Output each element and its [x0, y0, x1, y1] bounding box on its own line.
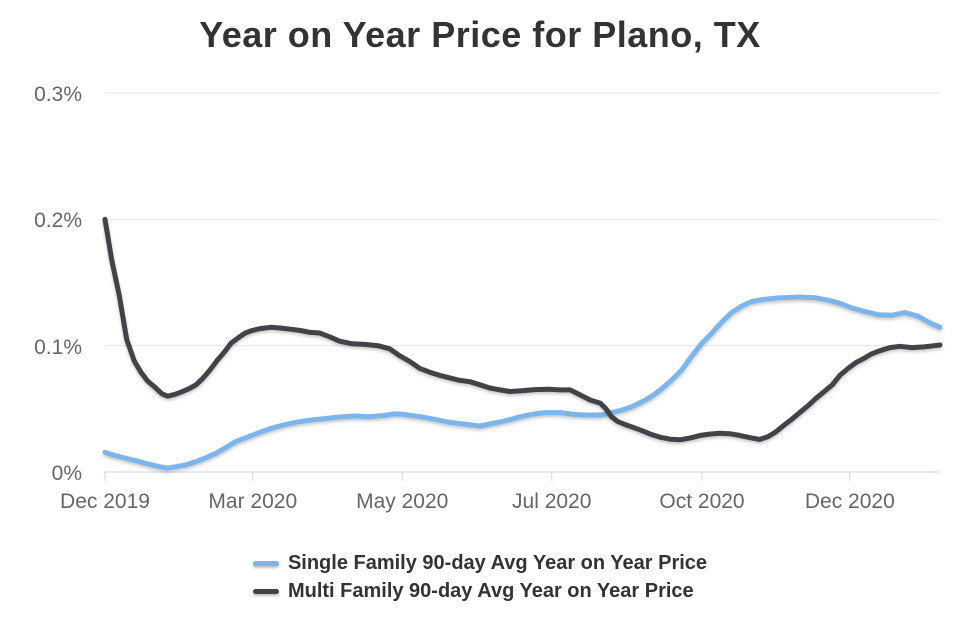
x-axis-label-Oct 2020: Oct 2020 [659, 490, 745, 513]
y-axis-label-0.1%: 0.1% [34, 335, 82, 359]
x-axis-label-Mar 2020: Mar 2020 [208, 490, 298, 513]
single-family-line-swatch [252, 560, 279, 566]
legend: Single Family 90-day Avg Year on Year Pr… [0, 549, 960, 605]
legend-item-multi-family[interactable]: Multi Family 90-day Avg Year on Year Pri… [252, 577, 694, 605]
series-line-multi-family[interactable] [102, 216, 943, 443]
multi-family-line-swatch [252, 588, 279, 594]
x-axis-line [104, 471, 940, 481]
legend-label-multi-family: Multi Family 90-day Avg Year on Year Pri… [287, 579, 694, 602]
legend-label-single-family: Single Family 90-day Avg Year on Year Pr… [287, 551, 708, 574]
series-line-single-family[interactable] [102, 294, 943, 471]
y-axis-label-0.3%: 0.3% [34, 83, 82, 106]
y-axis-label-0.2%: 0.2% [34, 209, 82, 233]
legend-item-single-family[interactable]: Single Family 90-day Avg Year on Year Pr… [252, 549, 708, 577]
gridlines [105, 92, 940, 347]
chart-title: Year on Year Price for Plano, TX [199, 14, 761, 55]
x-axis-label-Dec 2020: Dec 2020 [804, 490, 895, 513]
x-axis-label-Jul 2020: Jul 2020 [512, 490, 592, 513]
y-axis-label-0%: 0% [51, 462, 82, 485]
x-axis-label-May 2020: May 2020 [356, 490, 449, 513]
x-axis-label-Dec 2019: Dec 2019 [60, 490, 150, 513]
